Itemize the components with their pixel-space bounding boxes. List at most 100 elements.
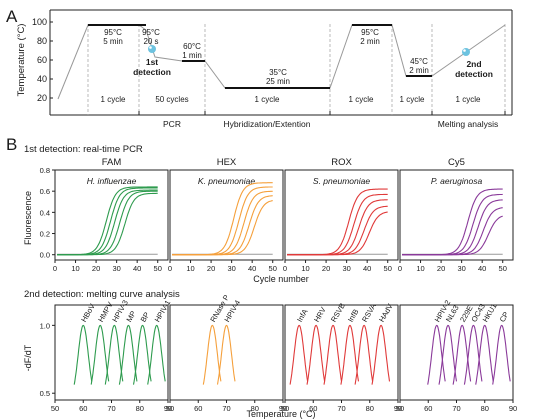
panel-a-ylabel: Temperature (°C) [16, 24, 27, 97]
detection-icon-2 [462, 48, 470, 56]
pcr-panel-frame [284, 169, 399, 261]
x-tick-label: 30 [457, 264, 465, 273]
ytick-20: 20 [37, 93, 47, 103]
x-tick-label: 70 [222, 404, 230, 413]
x-tick-label: 50 [499, 264, 507, 273]
phase-label-pcr: PCR [163, 119, 181, 129]
x-tick-label: 30 [342, 264, 350, 273]
cycle-labels: 1 cycle 50 cycles 1 cycle 1 cycle 1 cycl… [101, 95, 481, 104]
x-tick-label: 50 [166, 404, 174, 413]
x-tick-label: 10 [301, 264, 309, 273]
amplification-curve [402, 199, 503, 256]
ytick-100: 100 [32, 17, 47, 27]
detection-labels: 1st detection 2nd detection [133, 57, 493, 79]
step-label: 5 min [103, 37, 123, 46]
organism-label: H. influenzae [87, 176, 137, 186]
detection-1-label: detection [133, 67, 171, 77]
amplification-curve [57, 190, 158, 256]
detection-icon-1 [148, 45, 156, 53]
pcr-xlabel: Cycle number [253, 274, 309, 284]
x-tick-label: 20 [92, 264, 100, 273]
ytick-60: 60 [37, 55, 47, 65]
x-tick-label: 0 [168, 264, 172, 273]
step-label: 95°C [104, 28, 122, 37]
melt-peak [118, 324, 138, 385]
ytick-40: 40 [37, 74, 47, 84]
x-tick-label: 90 [279, 404, 287, 413]
x-tick-label: 50 [154, 264, 162, 273]
x-tick-label: 60 [79, 404, 87, 413]
y-tick-label: 0.2 [40, 230, 50, 239]
cycle-label: 1 cycle [349, 95, 374, 104]
x-tick-label: 90 [394, 404, 402, 413]
melt-peak [90, 324, 110, 385]
x-tick-label: 20 [322, 264, 330, 273]
x-tick-label: 80 [481, 404, 489, 413]
x-tick-label: 20 [437, 264, 445, 273]
y-tick-label: 0.5 [40, 389, 50, 398]
phase-labels: PCR Hybridization/Extention Melting anal… [163, 119, 498, 129]
melt-peak [132, 324, 152, 385]
phase-brackets [138, 111, 506, 116]
amplification-curve [287, 199, 388, 256]
x-tick-label: 0 [398, 264, 402, 273]
amplification-curve [172, 190, 273, 256]
y-tick-label: 0.6 [40, 187, 50, 196]
pcr-panel-frame [169, 169, 284, 261]
pcr-chart: FAM H. influenzae 0 10 20 30 40 50 0.0 0.2 0.4 0.6 0… [40, 157, 514, 273]
x-tick-label: 60 [424, 404, 432, 413]
cycle-label: 1 cycle [456, 95, 481, 104]
x-tick-label: 70 [337, 404, 345, 413]
step-label: 60°C [183, 42, 201, 51]
detection-2-label: 2nd [466, 59, 481, 69]
x-tick-label: 10 [416, 264, 424, 273]
melt-peak [438, 324, 458, 385]
x-tick-label: 0 [283, 264, 287, 273]
x-tick-label: 70 [452, 404, 460, 413]
melt-xlabel: Temperature (°C) [246, 409, 315, 419]
melt-peak [104, 324, 124, 385]
amplification-curve [402, 188, 503, 256]
peak-label: CP [498, 310, 511, 324]
amplification-curve [402, 193, 503, 256]
x-tick-label: 40 [363, 264, 371, 273]
melt-peak [371, 324, 391, 385]
channel-label: ROX [331, 157, 352, 168]
step-label: 20 s [143, 37, 158, 46]
melt-peak [475, 324, 494, 385]
amplification-curve [57, 189, 158, 256]
x-tick-label: 90 [164, 404, 172, 413]
panel-b-title-2: 2nd detection: melting curve analysis [24, 289, 180, 300]
melt-panel-frame [399, 304, 514, 401]
melt-peak [202, 324, 222, 385]
y-tick-label: 0.0 [40, 251, 50, 260]
x-tick-label: 60 [309, 404, 317, 413]
phase-label-hybridization: Hybridization/Extention [224, 119, 311, 129]
pcr-ylabel: Fluorescence [23, 191, 33, 245]
step-label: 2 min [360, 37, 380, 46]
amplification-curve [172, 200, 273, 256]
x-tick-label: 30 [227, 264, 235, 273]
cycle-label: 1 cycle [101, 95, 126, 104]
peak-label: InfB [346, 308, 360, 324]
channel-label: HEX [217, 157, 237, 168]
x-tick-label: 50 [281, 404, 289, 413]
melt-peak [147, 324, 166, 385]
x-tick-label: 50 [396, 404, 404, 413]
channel-label: Cy5 [448, 157, 465, 168]
x-tick-label: 40 [133, 264, 141, 273]
pcr-panel-frame [54, 169, 169, 261]
x-tick-label: 80 [136, 404, 144, 413]
organism-label: S. pneumoniae [313, 176, 370, 186]
x-tick-label: 90 [509, 404, 517, 413]
amplification-curve [57, 192, 158, 256]
x-tick-label: 50 [51, 404, 59, 413]
temperature-holds [88, 24, 432, 89]
step-label: 2 min [409, 66, 429, 75]
step-label: 95°C [142, 28, 160, 37]
peak-label: InfA [295, 308, 309, 324]
x-tick-label: 0 [53, 264, 57, 273]
x-tick-label: 10 [71, 264, 79, 273]
peak-label: HPIV-1 [153, 299, 173, 324]
detection-1-label: 1st [146, 57, 158, 67]
